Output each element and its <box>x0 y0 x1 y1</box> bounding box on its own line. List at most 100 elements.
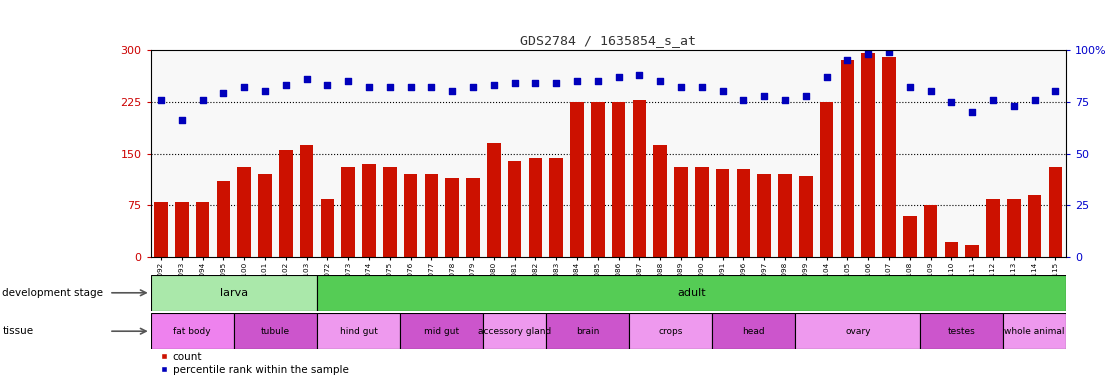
Point <box>714 88 732 94</box>
Bar <box>529 159 542 257</box>
Point <box>298 76 316 82</box>
Bar <box>840 60 854 257</box>
Text: brain: brain <box>576 327 599 336</box>
Bar <box>674 167 687 257</box>
Point <box>318 82 336 88</box>
Bar <box>987 199 1000 257</box>
Bar <box>758 174 771 257</box>
Point <box>1026 97 1043 103</box>
Bar <box>612 102 625 257</box>
Bar <box>258 174 272 257</box>
Point <box>381 84 398 90</box>
Point <box>838 57 856 63</box>
Bar <box>445 178 459 257</box>
Point <box>527 80 545 86</box>
Bar <box>715 169 730 257</box>
Text: mid gut: mid gut <box>424 327 460 336</box>
Point <box>942 99 960 105</box>
Point <box>589 78 607 84</box>
Text: tissue: tissue <box>2 326 33 336</box>
Bar <box>341 167 355 257</box>
Bar <box>570 102 584 257</box>
Point <box>360 84 378 90</box>
Bar <box>965 245 979 257</box>
Bar <box>425 174 439 257</box>
Text: whole animal: whole animal <box>1004 327 1065 336</box>
Bar <box>175 202 189 257</box>
Point <box>1047 88 1065 94</box>
Point <box>173 118 191 124</box>
Point <box>672 84 690 90</box>
Text: head: head <box>742 327 766 336</box>
Point <box>214 90 232 96</box>
Bar <box>924 205 937 257</box>
Point <box>776 97 793 103</box>
Point <box>568 78 586 84</box>
Point <box>402 84 420 90</box>
Bar <box>944 242 959 257</box>
Bar <box>196 202 210 257</box>
Text: adult: adult <box>677 288 705 298</box>
Text: accessory gland: accessory gland <box>478 327 551 336</box>
Point <box>235 84 253 90</box>
Bar <box>508 161 521 257</box>
Bar <box>549 159 562 257</box>
Point <box>423 84 441 90</box>
Bar <box>883 57 896 257</box>
Bar <box>234 313 317 349</box>
Bar <box>1028 195 1041 257</box>
Point <box>1004 103 1022 109</box>
Bar <box>1003 313 1066 349</box>
Point <box>257 88 275 94</box>
Bar <box>279 150 292 257</box>
Bar <box>1007 199 1020 257</box>
Bar <box>363 164 376 257</box>
Bar <box>320 199 334 257</box>
Text: ovary: ovary <box>845 327 870 336</box>
Point <box>277 82 295 88</box>
Bar <box>903 216 916 257</box>
Bar <box>862 53 875 257</box>
Bar <box>404 174 417 257</box>
Bar <box>151 313 234 349</box>
Bar <box>401 313 483 349</box>
Bar <box>466 178 480 257</box>
Bar <box>737 169 750 257</box>
Point <box>339 78 357 84</box>
Point <box>152 97 170 103</box>
Point <box>609 74 627 80</box>
Bar <box>154 202 167 257</box>
Bar <box>383 167 396 257</box>
Bar <box>151 275 317 311</box>
Point <box>756 93 773 99</box>
Bar <box>654 145 667 257</box>
Point <box>194 97 212 103</box>
Point <box>901 84 918 90</box>
Point <box>818 74 836 80</box>
Point <box>963 109 981 115</box>
Point <box>443 88 461 94</box>
Bar <box>317 313 401 349</box>
Point <box>734 97 752 103</box>
Bar <box>778 174 791 257</box>
Point <box>547 80 565 86</box>
Point <box>485 82 503 88</box>
Text: fat body: fat body <box>173 327 211 336</box>
Bar <box>483 313 546 349</box>
Point <box>631 72 648 78</box>
Bar <box>799 176 812 257</box>
Point <box>693 84 711 90</box>
Text: testes: testes <box>947 327 975 336</box>
Point <box>859 51 877 57</box>
Text: tubule: tubule <box>261 327 290 336</box>
Point <box>881 49 898 55</box>
Bar <box>633 100 646 257</box>
Text: hind gut: hind gut <box>339 327 377 336</box>
Bar <box>546 313 629 349</box>
Bar <box>695 167 709 257</box>
Point <box>464 84 482 90</box>
Bar <box>820 102 834 257</box>
Bar <box>1049 167 1062 257</box>
Bar <box>712 313 796 349</box>
Bar <box>796 313 921 349</box>
